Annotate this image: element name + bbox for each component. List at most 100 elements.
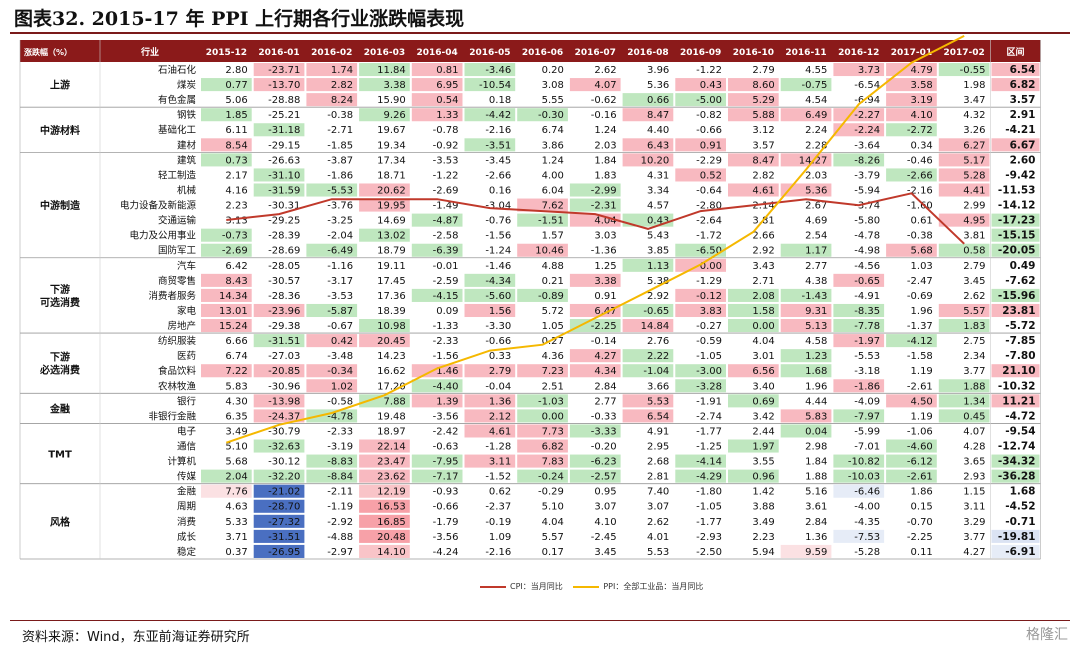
cell-value: -6.50 [696,246,722,257]
cell-bg [991,394,1040,408]
cell-value: -7.80 [1005,350,1035,362]
cell-value: 3.08 [542,80,564,91]
row-label: 食品饮料 [158,365,197,377]
cell-bg [886,394,937,408]
cell-value: 4.07 [594,80,616,91]
cell-value: -6.49 [327,246,353,257]
cell-value: -29.38 [268,321,300,332]
cell-bg [411,108,463,122]
cell-bg [359,198,410,212]
cell-bg [728,303,779,318]
cell-value: 0.04 [805,426,827,437]
cell-value: 0.11 [911,547,933,558]
cell-value: 3.13 [225,216,247,227]
cell-value: 16.85 [377,517,406,528]
cell-value: -0.76 [485,216,511,227]
cell-value: 17.45 [377,276,406,287]
cell-value: 3.73 [858,65,880,76]
cell-value: 3.11 [963,502,985,513]
cell-bg [886,78,937,92]
cell-bg [359,484,410,498]
cell-bg [675,138,726,152]
cell-value: 3.40 [752,381,774,392]
cell-value: 4.50 [911,396,933,407]
cell-value: -2.71 [327,125,353,136]
cell-bg [780,78,832,92]
cell-value: -0.92 [433,140,459,151]
cell-value: 5.38 [647,276,669,287]
cell-value: 1.19 [911,411,933,422]
cell-value: -24.37 [268,411,300,422]
cell-value: 4.27 [594,351,616,362]
cell-value: -0.14 [591,336,617,347]
cell-value: -3.79 [854,170,880,181]
cell-value: 6.82 [542,442,564,453]
cell-value: 0.00 [752,321,774,332]
cell-value: 4.34 [594,366,616,377]
cell-value: 0.18 [489,95,511,106]
row-label: 纺织服装 [158,335,197,347]
cell-value: 19.34 [377,140,406,151]
cell-bg [253,168,305,182]
cell-value: 3.12 [752,125,774,136]
cell-bg [253,334,305,348]
cell-value: -4.15 [433,291,459,302]
row-label: 有色金属 [158,94,196,106]
cell-value: 7.40 [647,487,669,498]
cell-bg [833,529,885,543]
cell-value: -3.53 [327,291,353,302]
cell-value: 0.16 [489,185,511,196]
cell-bg [886,334,937,348]
cell-bg [253,484,305,498]
cell-value: -36.28 [998,471,1036,483]
cell-value: -6.23 [591,457,617,468]
cell-value: 4.91 [647,426,669,437]
cell-bg [622,319,674,333]
cell-value: 2.03 [805,170,827,181]
row-label: 汽车 [177,260,196,272]
cell-value: -0.89 [538,291,564,302]
cell-value: 1.68 [1010,486,1036,498]
cell-value: 5.83 [805,411,827,422]
cell-value: -0.65 [854,276,880,287]
cell-value: 17.20 [377,381,406,392]
cell-value: 8.47 [752,155,774,166]
cell-value: 18.79 [377,246,406,257]
cell-bg [991,454,1040,468]
cell-bg [833,63,885,77]
cell-bg [517,439,568,453]
cell-value: -0.20 [591,442,617,453]
source-note: 资料来源：Wind，东亚前海证券研究所 [22,630,250,645]
cell-value: 10.98 [377,321,406,332]
cell-value: -5.94 [854,185,880,196]
cell-bg [780,409,832,423]
row-label: 农林牧渔 [158,380,197,392]
cell-bg [938,183,990,197]
cell-value: 10.46 [535,246,564,257]
cell-value: 0.96 [752,472,774,483]
cell-value: 18.97 [377,426,406,437]
cell-value: -20.85 [268,366,300,377]
cell-value: 4.57 [647,201,669,212]
cell-value: 4.40 [647,125,669,136]
cell-value: -3.87 [327,155,353,166]
group-label: 可选消费 [40,296,80,309]
cell-value: -26.63 [268,155,300,166]
cell-value: 1.09 [489,532,511,543]
cell-value: -6.94 [854,95,880,106]
cell-value: 5.83 [225,381,247,392]
cell-value: 6.56 [752,366,774,377]
cell-value: -3.18 [854,366,880,377]
cell-bg [780,153,832,167]
cell-bg [201,319,252,333]
cell-value: 0.62 [489,487,511,498]
row-label: 建筑 [177,154,197,166]
cell-bg [728,319,779,333]
cell-value: -1.22 [696,65,722,76]
cell-value: -2.33 [433,336,459,347]
cell-value: -1.80 [696,487,722,498]
cell-value: 0.00 [700,261,722,272]
cell-bg [359,469,410,483]
cell-bg [675,168,726,182]
